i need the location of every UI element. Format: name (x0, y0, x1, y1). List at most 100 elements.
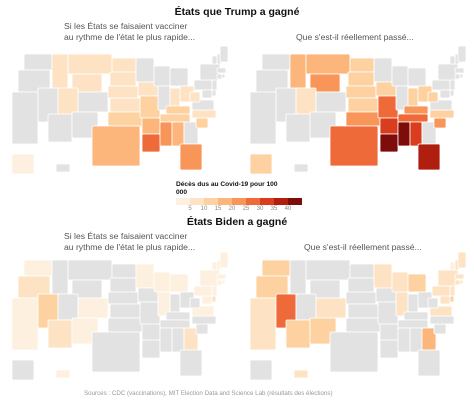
state-hi (293, 163, 309, 173)
state-ct (454, 279, 461, 286)
state-ut (295, 293, 317, 321)
state-de (211, 295, 217, 303)
state-ms (159, 121, 173, 147)
state-ct (216, 279, 223, 286)
section-title-biden: États Biden a gagné (186, 216, 288, 228)
state-nj (449, 79, 456, 91)
state-sd (347, 71, 375, 87)
legend-title-line2: 000 (176, 189, 188, 196)
state-ms (397, 121, 411, 147)
state-ne (107, 291, 139, 305)
map-trump-hypothetical (4, 45, 230, 182)
state-fl (417, 143, 441, 171)
state-ct (454, 73, 461, 80)
state-nj (211, 285, 218, 297)
state-ar (379, 117, 399, 135)
state-mo (139, 301, 161, 325)
state-az (47, 319, 73, 349)
state-wi (391, 271, 409, 293)
state-vt (449, 261, 456, 271)
state-ca (249, 91, 277, 145)
legend-swatch (218, 198, 232, 205)
legend-swatch (204, 198, 218, 205)
state-mt (67, 259, 113, 281)
state-fl (179, 143, 203, 171)
state-wa (261, 53, 291, 71)
state-la (141, 133, 161, 153)
state-mi (407, 67, 427, 87)
legend-swatch (176, 198, 190, 205)
state-mn (373, 263, 393, 289)
state-ks (109, 303, 141, 319)
state-sd (109, 71, 137, 87)
state-ky (165, 311, 191, 321)
state-in (169, 293, 181, 313)
legend-ticks: 5 10 15 20 25 30 35 40 (176, 206, 302, 214)
state-wa (261, 259, 291, 277)
state-ks (347, 97, 379, 113)
state-tx (329, 125, 379, 167)
state-hi (293, 369, 309, 379)
state-wv (427, 91, 439, 103)
state-fl (179, 349, 203, 377)
state-ma (216, 67, 227, 74)
map-biden-actual (242, 251, 468, 388)
state-nc (429, 109, 455, 119)
panel-label-trump-actual: Que s'est-il réellement passé... (296, 32, 414, 42)
state-tn (397, 113, 429, 123)
state-pa (193, 79, 213, 91)
state-mt (305, 259, 351, 281)
state-ky (403, 105, 429, 115)
state-in (407, 293, 419, 313)
legend-tick-label: 10 (200, 206, 208, 212)
state-ak (11, 359, 35, 381)
state-sd (347, 277, 375, 293)
state-mt (67, 53, 113, 75)
state-id (289, 53, 307, 89)
state-ne (345, 291, 377, 305)
state-hi (55, 369, 71, 379)
sources-note: Sources : CDC (vaccinations), MIT Electi… (84, 390, 333, 397)
panel-label-trump-hypothetical: Si les États se faisaient vacciner au ry… (64, 21, 195, 43)
state-pa (431, 79, 451, 91)
state-ut (57, 293, 79, 321)
state-in (407, 87, 419, 107)
map-trump-actual (242, 45, 468, 182)
legend-tick-label: 25 (242, 206, 250, 212)
state-ma (454, 273, 465, 280)
state-nm (71, 317, 99, 345)
state-mo (377, 95, 399, 119)
state-nm (309, 317, 337, 345)
state-nj (211, 79, 218, 91)
state-hi (55, 163, 71, 173)
state-id (51, 53, 69, 89)
legend-swatch (260, 198, 274, 205)
state-ne (107, 85, 139, 99)
state-mn (373, 57, 393, 83)
state-nc (429, 315, 455, 325)
state-nm (71, 111, 99, 139)
legend-swatch (190, 198, 204, 205)
state-ut (57, 87, 79, 115)
state-va (191, 99, 215, 111)
state-de (211, 89, 217, 97)
state-me (457, 45, 467, 63)
state-mi (169, 273, 189, 293)
state-vt (449, 55, 456, 65)
state-tx (329, 331, 379, 373)
state-wi (153, 271, 171, 293)
state-ok (107, 111, 143, 127)
panel-label-biden-actual: Que s'est-il réellement passé... (304, 242, 422, 252)
state-ne (345, 85, 377, 99)
state-va (429, 305, 453, 317)
state-ri (459, 279, 464, 285)
state-ca (11, 297, 39, 351)
state-wi (391, 65, 409, 87)
state-wv (427, 297, 439, 309)
state-ks (347, 303, 379, 319)
state-tn (159, 319, 191, 329)
state-md (201, 295, 213, 305)
state-ok (107, 317, 143, 333)
section-title-trump: États que Trump a gagné (174, 6, 300, 18)
state-al (171, 327, 185, 353)
